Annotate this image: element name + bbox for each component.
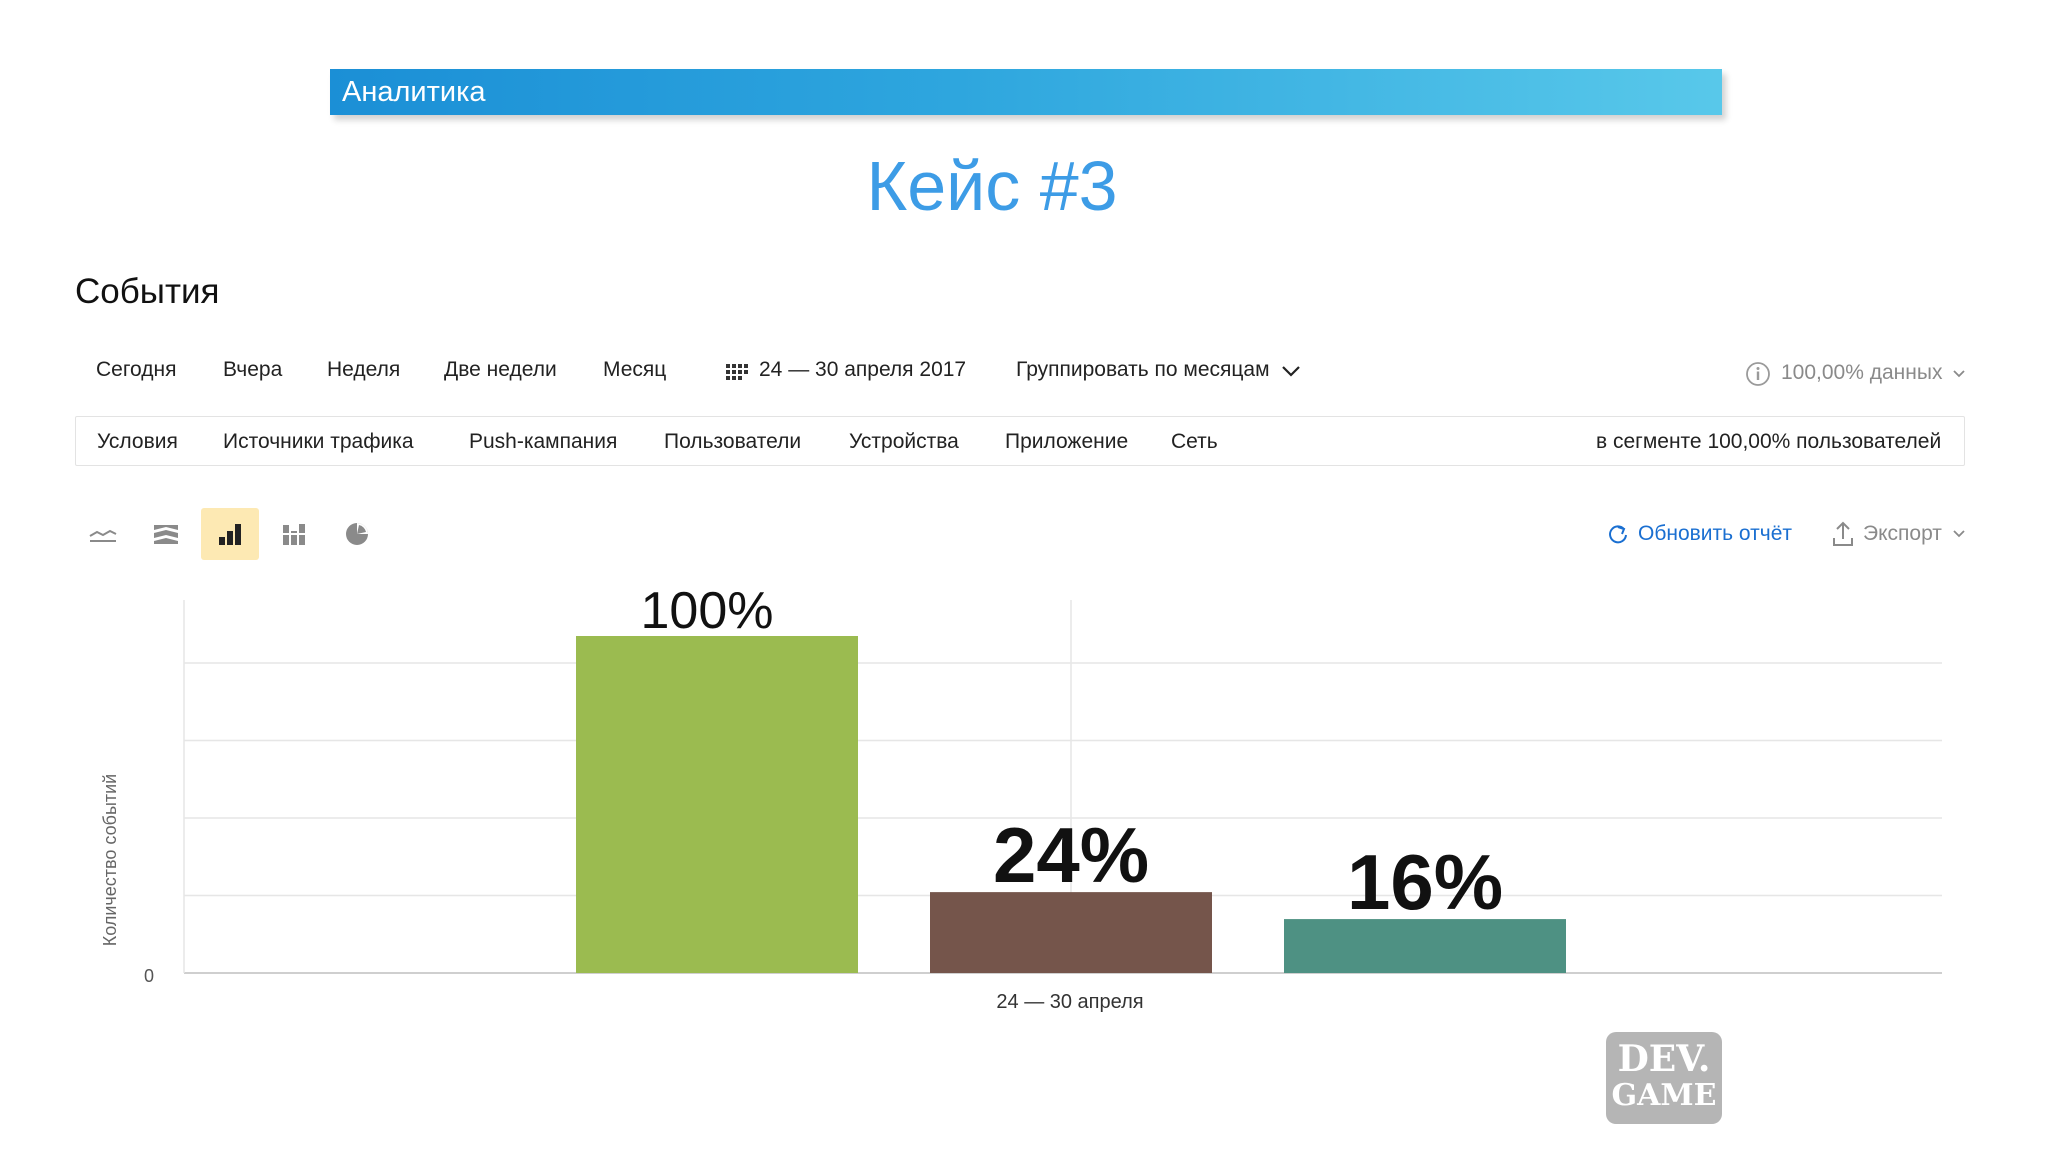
filters-bar: Условия Источники трафика Push-кампания … [75, 416, 1965, 466]
line-icon [89, 529, 117, 542]
date-range[interactable]: 24 — 30 апреля 2017 [759, 358, 967, 381]
segment-text: в сегменте 100,00% пользователей [1596, 430, 1941, 453]
logo-line-1: DEV. [1617, 1038, 1711, 1080]
section-title: События [75, 272, 220, 311]
info-icon[interactable] [1745, 361, 1771, 387]
period-yesterday[interactable]: Вчера [223, 358, 283, 381]
header-banner: Аналитика [330, 69, 1722, 115]
line-chart-button[interactable] [74, 508, 132, 560]
filter-traffic-sources[interactable]: Источники трафика [223, 430, 414, 453]
chevron-down-icon[interactable] [1952, 369, 1966, 379]
chevron-down-icon[interactable] [1281, 364, 1301, 378]
logo-line-2: GAME [1611, 1078, 1717, 1113]
filter-devices[interactable]: Устройства [849, 430, 959, 453]
period-two-weeks[interactable]: Две недели [444, 358, 557, 381]
segment-info: в сегменте 100,00% пользователей [1576, 417, 1941, 465]
export-icon[interactable] [1831, 520, 1855, 548]
filter-network[interactable]: Сеть [1171, 430, 1218, 453]
x-category-label: 24 — 30 апреля [996, 991, 1143, 1013]
bar-2 [1284, 919, 1566, 973]
filter-conditions[interactable]: Условия [97, 430, 178, 453]
stacked-area-icon [154, 525, 178, 544]
bar-chart-icon [219, 524, 241, 545]
bar-chart-button[interactable] [201, 508, 259, 560]
bar-data-label: 100% [641, 582, 774, 640]
area-chart-button[interactable] [137, 508, 195, 560]
bar-data-label: 24% [993, 811, 1149, 899]
period-month[interactable]: Месяц [603, 358, 667, 381]
slide-title: Кейс #3 [866, 147, 1118, 225]
data-share-select[interactable]: 100,00% данных [1781, 361, 1943, 384]
banner-title: Аналитика [342, 76, 486, 108]
pie-chart-icon [346, 523, 368, 545]
chevron-down-icon[interactable] [1952, 529, 1966, 539]
dev-game-logo: DEV. GAME [1606, 1032, 1722, 1124]
pie-chart-button[interactable] [328, 508, 386, 560]
stacked-bar-icon [283, 524, 305, 545]
bar-0 [576, 636, 858, 973]
refresh-report-link[interactable]: Обновить отчёт [1638, 522, 1792, 545]
period-today[interactable]: Сегодня [96, 358, 177, 381]
refresh-icon[interactable] [1606, 523, 1630, 547]
filter-users[interactable]: Пользователи [664, 430, 802, 453]
group-by-select[interactable]: Группировать по месяцам [1016, 358, 1270, 381]
stacked-bar-chart-button[interactable] [265, 508, 323, 560]
filter-push-campaign[interactable]: Push-кампания [469, 430, 618, 453]
calendar-icon[interactable] [726, 363, 752, 381]
filter-application[interactable]: Приложение [1005, 430, 1129, 453]
y-tick-label: 0 [144, 966, 154, 986]
y-axis-label: Количество событий [100, 774, 120, 946]
bar-1 [930, 892, 1212, 973]
export-link[interactable]: Экспорт [1863, 522, 1942, 545]
bar-data-label: 16% [1347, 838, 1503, 926]
period-week[interactable]: Неделя [327, 358, 401, 381]
